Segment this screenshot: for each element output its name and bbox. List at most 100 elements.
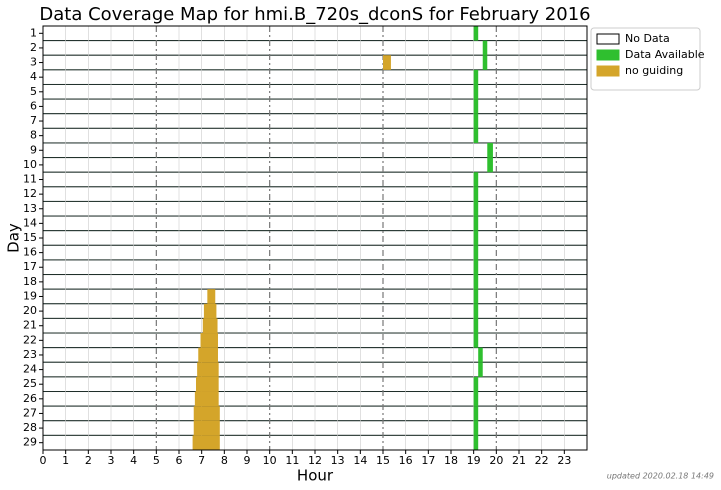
- coverage-bar: [193, 420, 220, 436]
- y-tick-label: 22: [23, 333, 37, 346]
- y-tick-label: 23: [23, 348, 37, 361]
- coverage-bar: [473, 245, 479, 260]
- coverage-bar: [383, 55, 391, 70]
- y-tick-label: 3: [30, 56, 37, 69]
- x-tick-label: 3: [108, 454, 115, 467]
- coverage-bar: [200, 333, 218, 348]
- coverage-bar: [198, 347, 218, 363]
- y-tick-label: 14: [23, 216, 37, 229]
- coverage-bar: [473, 69, 479, 85]
- coverage-bar: [473, 26, 479, 41]
- y-tick-label: 2: [30, 41, 37, 54]
- y-tick-label: 17: [23, 260, 37, 273]
- y-tick-label: 11: [23, 173, 37, 186]
- x-tick-label: 12: [308, 454, 322, 467]
- x-tick-label: 14: [353, 454, 367, 467]
- y-tick-label: 26: [23, 392, 37, 405]
- x-tick-label: 19: [467, 454, 481, 467]
- coverage-bar: [487, 157, 493, 173]
- y-tick-label: 24: [23, 363, 37, 376]
- x-tick-label: 9: [244, 454, 251, 467]
- legend-label: no guiding: [625, 64, 683, 77]
- coverage-bar: [473, 201, 479, 217]
- y-tick-label: 29: [23, 436, 37, 449]
- coverage-bar: [473, 289, 479, 304]
- coverage-bar: [487, 142, 493, 158]
- x-tick-label: 20: [489, 454, 503, 467]
- plot-frame: [42, 25, 588, 451]
- x-axis-label: Hour: [297, 467, 334, 485]
- y-tick-label: 10: [23, 158, 37, 171]
- y-tick-label: 15: [23, 231, 37, 244]
- coverage-bar: [473, 216, 479, 231]
- coverage-bar: [478, 362, 483, 377]
- x-tick-label: 5: [153, 454, 160, 467]
- y-tick-label: 12: [23, 187, 37, 200]
- x-tick-label: 11: [285, 454, 299, 467]
- x-tick-label: 21: [512, 454, 526, 467]
- coverage-bar: [473, 420, 479, 436]
- y-tick-label: 5: [30, 85, 37, 98]
- y-tick-label: 19: [23, 289, 37, 302]
- coverage-bar: [194, 391, 219, 407]
- chart-title: Data Coverage Map for hmi.B_720s_dconS f…: [39, 4, 590, 25]
- y-tick-label: 1: [30, 26, 37, 39]
- legend-label: Data Available: [625, 48, 705, 61]
- y-tick-label: 27: [23, 406, 37, 419]
- y-tick-label: 28: [23, 421, 37, 434]
- x-tick-label: 18: [444, 454, 458, 467]
- y-tick-label: 8: [30, 129, 37, 142]
- coverage-bar: [473, 113, 479, 129]
- coverage-bar: [202, 318, 218, 334]
- coverage-bar: [473, 99, 479, 114]
- legend-label: No Data: [625, 32, 670, 45]
- footnote: updated 2020.02.18 14:49: [607, 472, 714, 481]
- y-tick-label: 18: [23, 275, 37, 288]
- x-tick-label: 2: [85, 454, 92, 467]
- y-tick-label: 7: [30, 114, 37, 127]
- y-tick-label: 21: [23, 319, 37, 332]
- coverage-bar: [473, 435, 479, 450]
- x-tick-label: 1: [62, 454, 69, 467]
- coverage-bar: [473, 391, 479, 407]
- coverage-bar: [473, 128, 479, 143]
- coverage-bar: [473, 318, 479, 334]
- x-tick-label: 8: [221, 454, 228, 467]
- x-tick-label: 4: [130, 454, 137, 467]
- y-tick-label: 6: [30, 99, 37, 112]
- coverage-bar: [192, 435, 220, 450]
- legend-swatch: [596, 49, 620, 61]
- y-axis-label: Day: [5, 223, 23, 253]
- coverage-bar: [473, 333, 479, 348]
- coverage-bar: [473, 303, 479, 319]
- x-tick-label: 10: [263, 454, 277, 467]
- y-tick-label: 20: [23, 304, 37, 317]
- legend-swatch: [596, 33, 620, 45]
- x-tick-label: 22: [535, 454, 549, 467]
- coverage-bar: [203, 303, 217, 319]
- coverage-bar: [473, 376, 479, 392]
- y-tick-label: 9: [30, 143, 37, 156]
- coverage-bar: [473, 172, 479, 187]
- coverage-bar: [196, 376, 219, 392]
- x-tick-label: 15: [376, 454, 390, 467]
- coverage-bar: [478, 347, 483, 363]
- x-tick-label: 0: [40, 454, 47, 467]
- coverage-bar: [473, 186, 479, 202]
- x-tick-label: 16: [399, 454, 413, 467]
- coverage-bar: [473, 406, 479, 421]
- x-tick-label: 6: [176, 454, 183, 467]
- coverage-bar: [193, 406, 220, 421]
- legend-swatch: [596, 65, 620, 77]
- coverage-bar: [197, 362, 219, 377]
- coverage-bar: [473, 230, 479, 246]
- y-tick-label: 25: [23, 377, 37, 390]
- coverage-bar: [473, 274, 479, 290]
- coverage-bar: [473, 84, 479, 100]
- coverage-bar: [473, 259, 479, 275]
- x-tick-label: 17: [421, 454, 435, 467]
- y-tick-label: 16: [23, 246, 37, 259]
- x-tick-label: 23: [557, 454, 571, 467]
- y-tick-label: 4: [30, 70, 37, 83]
